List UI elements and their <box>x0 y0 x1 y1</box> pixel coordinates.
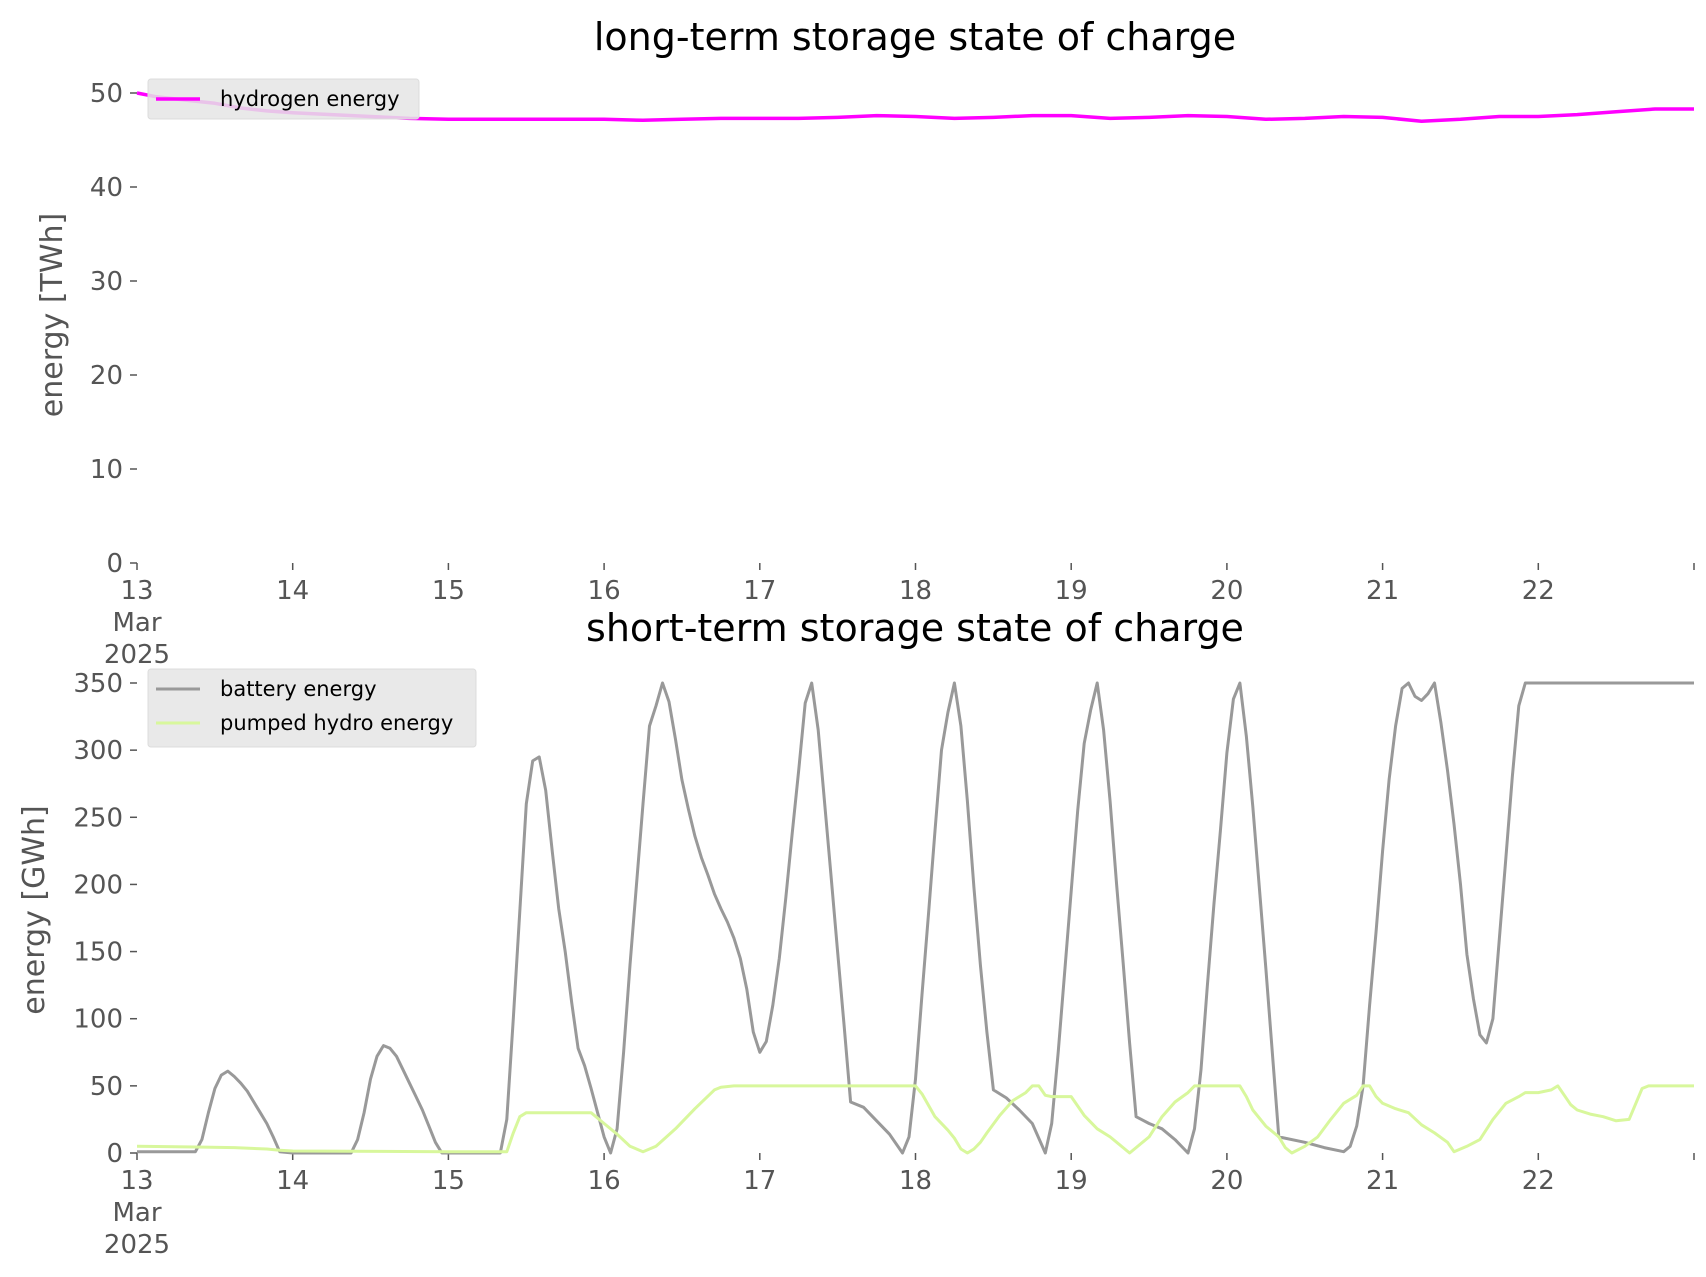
y-tick-label: 50 <box>90 1072 123 1102</box>
y-tick-label: 100 <box>73 1005 123 1035</box>
y-tick-label: 40 <box>90 173 123 203</box>
x-tick-label: 22 <box>1522 1166 1555 1196</box>
legend-label: pumped hydro energy <box>220 711 453 735</box>
x-tick-label: Mar <box>112 608 161 638</box>
legend: hydrogen energy <box>147 78 420 120</box>
y-tick-label: 20 <box>90 361 123 391</box>
x-tick-label: 14 <box>276 576 309 606</box>
y-tick-label: 350 <box>73 669 123 699</box>
y-axis: 0 10 20 30 40 50 <box>90 79 137 579</box>
short-term-storage-chart: short-term storage state of charge energ… <box>17 606 1695 1260</box>
x-tick-label: 17 <box>743 576 776 606</box>
x-tick-label: 20 <box>1210 576 1243 606</box>
x-tick-label: 14 <box>276 1166 309 1196</box>
y-tick-label: 200 <box>73 870 123 900</box>
y-tick-label: 50 <box>90 79 123 109</box>
y-tick-label: 10 <box>90 455 123 485</box>
x-tick-label: 17 <box>743 1166 776 1196</box>
x-tick-label: 22 <box>1522 576 1555 606</box>
x-tick-label: 16 <box>588 1166 621 1196</box>
x-tick-label: 13 <box>120 576 153 606</box>
legend-box <box>147 668 477 748</box>
x-tick-label: 18 <box>899 576 932 606</box>
x-tick-label: 15 <box>432 1166 465 1196</box>
legend-box <box>147 78 420 120</box>
y-tick-label: 150 <box>73 938 123 968</box>
long-term-storage-chart: long-term storage state of charge energy… <box>35 15 1695 670</box>
x-tick-label: 2025 <box>104 1230 170 1260</box>
y-axis: 0 50 100 150 200 250 300 350 <box>73 669 137 1169</box>
legend-label: battery energy <box>220 677 377 701</box>
legend: battery energy pumped hydro energy <box>147 668 477 748</box>
x-tick-label: 15 <box>432 576 465 606</box>
x-tick-label: 19 <box>1055 1166 1088 1196</box>
x-tick-label: 21 <box>1366 576 1399 606</box>
series-line <box>136 1084 1694 1155</box>
x-tick-label: Mar <box>112 1198 161 1228</box>
x-tick-label: 20 <box>1210 1166 1243 1196</box>
series-line <box>137 681 1694 1155</box>
y-axis-label: energy [GWh] <box>17 805 52 1014</box>
x-tick-label: 21 <box>1366 1166 1399 1196</box>
y-axis-label: energy [TWh] <box>35 213 70 417</box>
chart-title: long-term storage state of charge <box>594 15 1236 59</box>
chart-title: short-term storage state of charge <box>586 606 1244 650</box>
y-tick-label: 0 <box>106 1139 123 1169</box>
x-tick-label: 2025 <box>104 640 170 670</box>
y-tick-label: 250 <box>73 803 123 833</box>
legend-label: hydrogen energy <box>220 87 400 111</box>
x-tick-label: 13 <box>120 1166 153 1196</box>
x-tick-label: 18 <box>899 1166 932 1196</box>
plot-area <box>136 681 1694 1155</box>
y-tick-label: 30 <box>90 267 123 297</box>
y-tick-label: 0 <box>106 549 123 579</box>
x-tick-label: 19 <box>1055 576 1088 606</box>
x-tick-label: 16 <box>588 576 621 606</box>
y-tick-label: 300 <box>73 736 123 766</box>
